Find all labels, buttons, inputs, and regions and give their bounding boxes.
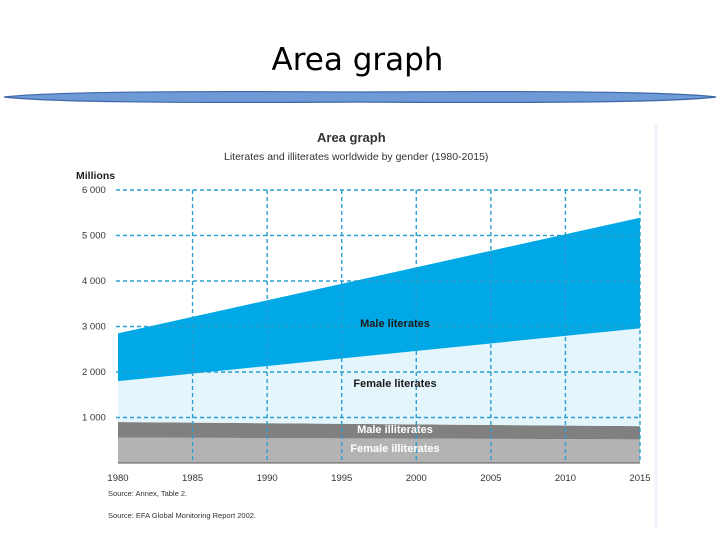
y-tick-label: 2 000 <box>82 367 106 378</box>
title-divider <box>3 90 717 104</box>
x-tick-label: 2010 <box>555 473 576 484</box>
x-tick-label: 1985 <box>182 473 203 484</box>
x-tick-label: 2000 <box>406 473 427 484</box>
area-label-male-literates: Male literates <box>360 318 430 330</box>
chart-subtitle: Literates and illiterates worldwide by g… <box>224 151 488 163</box>
source-annex: Source: Annex, Table 2. <box>108 489 187 498</box>
area-layers <box>118 217 640 463</box>
y-axis-unit: Millions <box>76 170 115 182</box>
area-label-female-illiterates: Female illiterates <box>350 443 439 455</box>
y-tick-labels: 1 000 2 000 3 000 4 000 5 000 6 000 <box>82 185 106 424</box>
area-male-literates <box>118 217 640 382</box>
chart-panel-right-edge <box>654 124 658 528</box>
y-tick-label: 4 000 <box>82 276 106 287</box>
y-tick-label: 1 000 <box>82 413 106 424</box>
x-tick-label: 1990 <box>257 473 278 484</box>
source-report: Source: EFA Global Monitoring Report 200… <box>108 511 256 520</box>
y-tick-label: 3 000 <box>82 322 106 333</box>
chart-title: Area graph <box>317 130 386 145</box>
area-label-female-literates: Female literates <box>353 378 436 390</box>
area-female-illiterates <box>118 437 640 463</box>
x-tick-label: 1995 <box>331 473 352 484</box>
x-tick-label: 1980 <box>107 473 128 484</box>
y-tick-label: 5 000 <box>82 231 106 242</box>
slide-title: Area graph <box>271 42 444 78</box>
area-female-literates <box>118 328 640 427</box>
y-tick-label: 6 000 <box>82 185 106 196</box>
area-male-illiterates <box>118 422 640 440</box>
x-tick-label: 2005 <box>480 473 501 484</box>
area-label-male-illiterates: Male illiterates <box>357 424 433 436</box>
x-tick-labels: 1980 1985 1990 1995 2000 2005 2010 2015 <box>107 473 650 484</box>
x-tick-label: 2015 <box>629 473 650 484</box>
area-labels: Female illiterates Male illiterates Female… <box>350 318 439 455</box>
grid-lines <box>116 189 641 463</box>
